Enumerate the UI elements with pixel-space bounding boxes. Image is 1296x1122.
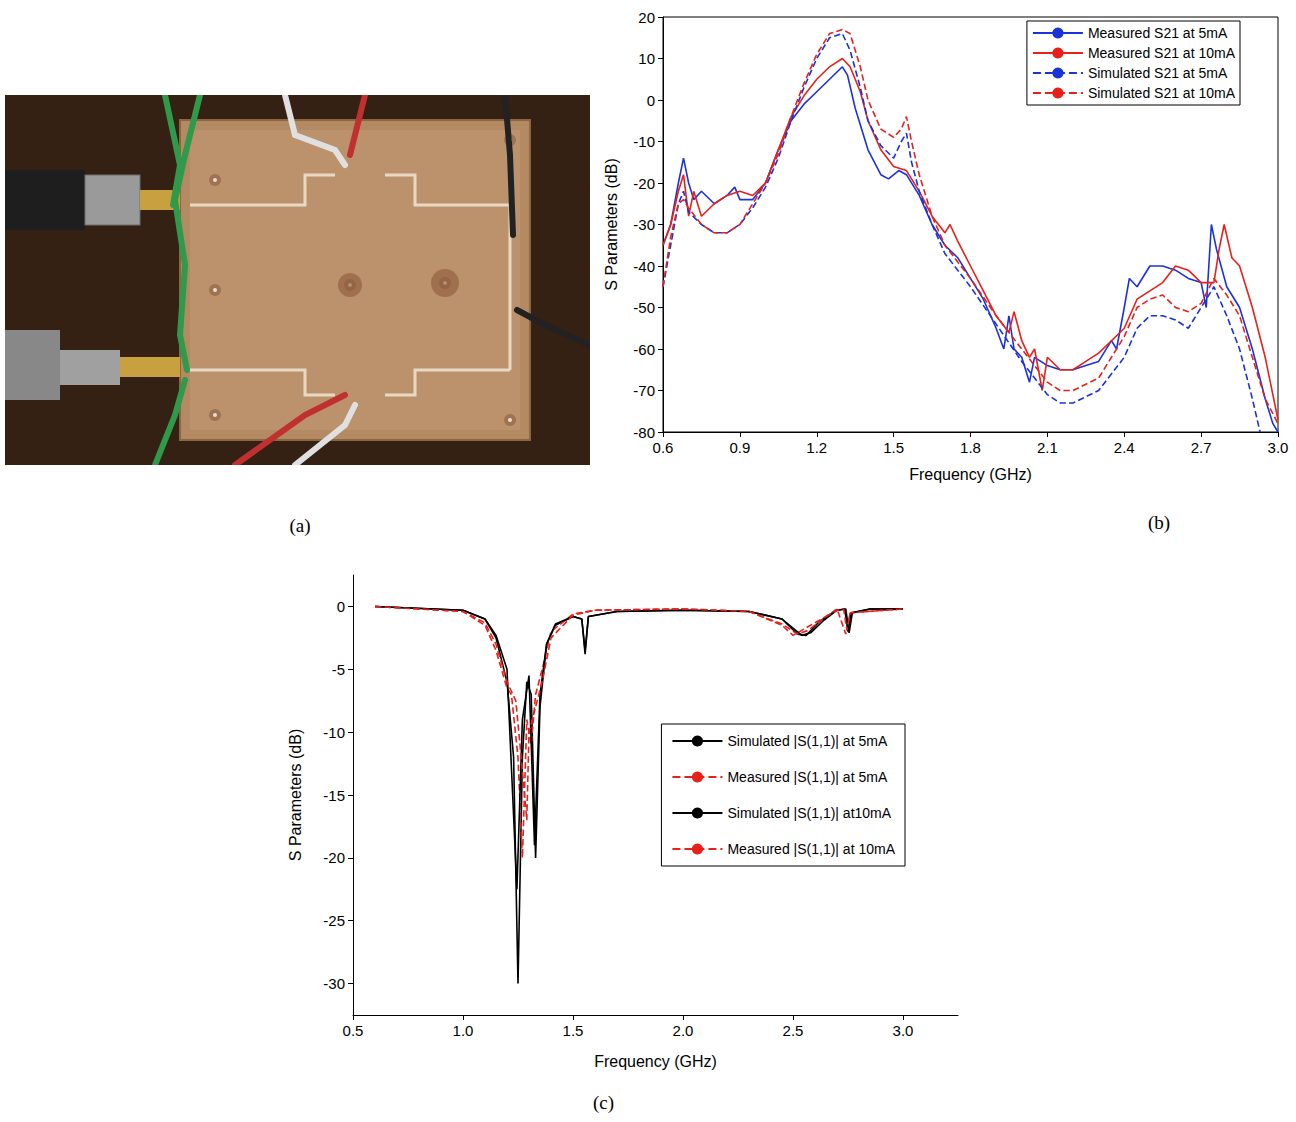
svg-text:-70: -70 [633, 382, 655, 399]
svg-text:Simulated S21 at 5mA: Simulated S21 at 5mA [1088, 65, 1228, 81]
svg-text:-10: -10 [323, 724, 345, 741]
svg-text:2.1: 2.1 [1037, 439, 1058, 456]
svg-text:3.0: 3.0 [893, 1022, 914, 1039]
svg-text:-30: -30 [323, 975, 345, 992]
svg-text:0.6: 0.6 [653, 439, 674, 456]
svg-text:1.2: 1.2 [806, 439, 827, 456]
svg-text:-30: -30 [633, 216, 655, 233]
svg-text:Frequency (GHz): Frequency (GHz) [909, 466, 1032, 483]
svg-text:S Parameters (dB): S Parameters (dB) [603, 158, 620, 290]
svg-text:Frequency (GHz): Frequency (GHz) [594, 1053, 717, 1070]
svg-text:20: 20 [638, 9, 655, 26]
svg-text:-20: -20 [633, 175, 655, 192]
svg-text:10: 10 [638, 50, 655, 67]
svg-text:-60: -60 [633, 341, 655, 358]
svg-text:1.8: 1.8 [960, 439, 981, 456]
svg-text:3.0: 3.0 [1268, 439, 1289, 456]
svg-text:Simulated S21 at 10mA: Simulated S21 at 10mA [1088, 85, 1236, 101]
svg-text:(c): (c) [593, 1092, 614, 1114]
svg-text:(b): (b) [1148, 512, 1170, 534]
svg-text:2.5: 2.5 [783, 1022, 804, 1039]
svg-text:2.7: 2.7 [1191, 439, 1212, 456]
svg-text:S Parameters (dB): S Parameters (dB) [287, 729, 304, 861]
svg-text:Simulated |S(1,1)| at10mA: Simulated |S(1,1)| at10mA [727, 805, 891, 821]
svg-text:1.5: 1.5 [563, 1022, 584, 1039]
svg-text:0.9: 0.9 [729, 439, 750, 456]
svg-text:0.5: 0.5 [343, 1022, 364, 1039]
svg-text:Simulated |S(1,1)| at 5mA: Simulated |S(1,1)| at 5mA [727, 733, 887, 749]
svg-text:-5: -5 [332, 661, 345, 678]
svg-text:-80: -80 [633, 424, 655, 441]
svg-text:-50: -50 [633, 299, 655, 316]
svg-text:1.0: 1.0 [453, 1022, 474, 1039]
svg-text:-25: -25 [323, 912, 345, 929]
svg-text:-40: -40 [633, 258, 655, 275]
svg-text:Measured S21 at 5mA: Measured S21 at 5mA [1088, 25, 1228, 41]
svg-text:1.5: 1.5 [883, 439, 904, 456]
svg-text:-15: -15 [323, 787, 345, 804]
svg-text:2.0: 2.0 [673, 1022, 694, 1039]
svg-text:-10: -10 [633, 133, 655, 150]
svg-text:Measured S21 at 10mA: Measured S21 at 10mA [1088, 45, 1236, 61]
svg-text:Measured |S(1,1)| at 5mA: Measured |S(1,1)| at 5mA [727, 769, 887, 785]
svg-text:0: 0 [647, 92, 655, 109]
html-text:(a): (a) [289, 515, 311, 536]
svg-text:2.4: 2.4 [1114, 439, 1135, 456]
svg-text:-20: -20 [323, 849, 345, 866]
svg-text:Measured |S(1,1)| at 10mA: Measured |S(1,1)| at 10mA [727, 841, 895, 857]
svg-text:0: 0 [337, 598, 345, 615]
